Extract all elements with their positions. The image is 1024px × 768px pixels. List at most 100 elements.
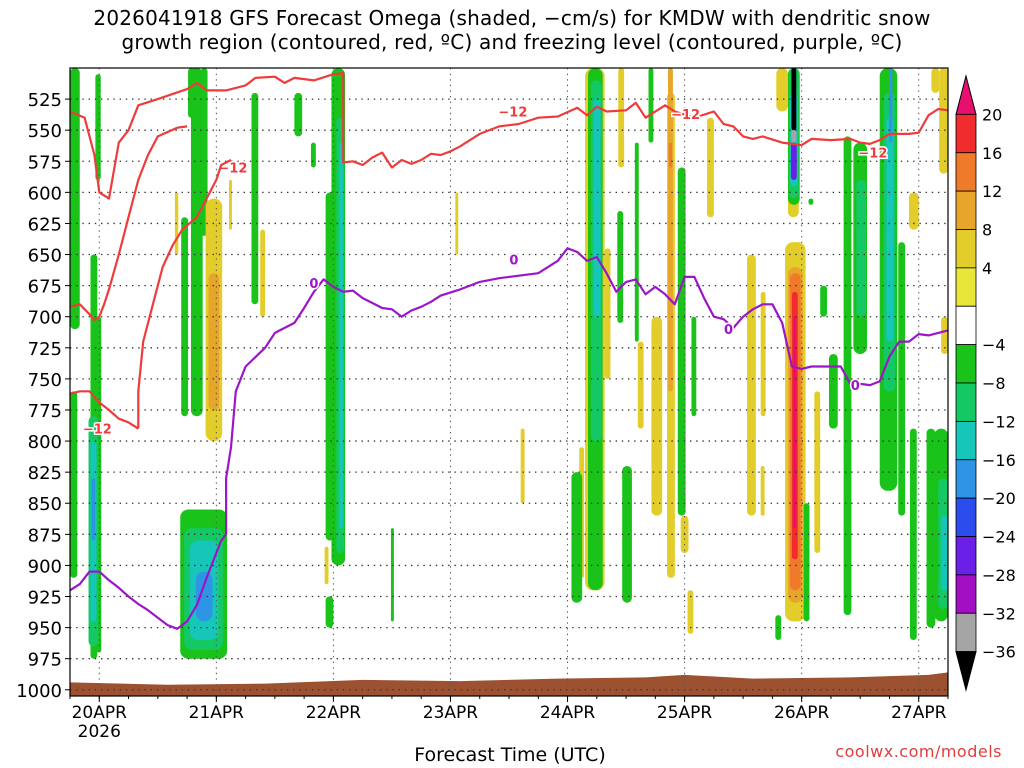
contour-label: −12 xyxy=(671,108,700,123)
y-tick-label: 875 xyxy=(28,525,62,546)
site-credit: coolwx.com/models xyxy=(835,742,1002,761)
omega-cell xyxy=(908,192,919,230)
y-tick-label: 700 xyxy=(28,308,62,329)
omega-cell xyxy=(791,68,797,131)
omega-cell xyxy=(886,117,894,342)
omega-cell xyxy=(70,68,80,330)
omega-cell xyxy=(91,478,96,541)
contour-line xyxy=(137,159,232,429)
colorbar-label: −20 xyxy=(982,489,1016,508)
contour-label: 0 xyxy=(509,254,518,269)
omega-cell xyxy=(617,211,624,323)
omega-cell xyxy=(668,142,672,168)
omega-cell xyxy=(229,179,232,230)
omega-cell xyxy=(195,571,213,622)
y-tick-label: 525 xyxy=(28,90,62,111)
omega-cell xyxy=(775,615,782,641)
y-tick-label: 750 xyxy=(28,370,62,391)
colorbar-bin xyxy=(955,113,977,154)
omega-cell xyxy=(776,68,789,112)
omega-cell xyxy=(926,428,936,628)
omega-cell xyxy=(707,117,714,218)
omega-cell xyxy=(604,248,611,379)
colorbar-bin xyxy=(955,267,977,307)
omega-cell xyxy=(803,503,810,622)
colorbar-bin xyxy=(955,420,977,461)
omega-cell xyxy=(181,217,189,417)
colorbar-label: −16 xyxy=(982,451,1016,470)
omega-cell xyxy=(843,136,852,616)
omega-cell xyxy=(325,596,334,628)
contour-label: −12 xyxy=(858,147,887,162)
omega-cell xyxy=(208,273,220,410)
y-tick-label: 575 xyxy=(28,152,62,173)
omega-cell xyxy=(200,68,208,236)
colorbar-bin xyxy=(955,305,977,346)
omega-shading xyxy=(70,68,948,659)
x-tick-label: 25APR xyxy=(657,703,713,723)
x-tick-label: 21APR xyxy=(189,703,245,723)
contour-line xyxy=(70,390,139,430)
omega-cell xyxy=(691,316,697,417)
chart-title-line1: 2026041918 GFS Forecast Omega (shaded, −… xyxy=(93,6,931,30)
omega-cell xyxy=(651,316,663,516)
colorbar-bin xyxy=(955,497,977,537)
colorbar-label: −32 xyxy=(982,604,1016,623)
contour-line xyxy=(70,71,948,200)
y-tick-label: 725 xyxy=(28,339,62,360)
contours: −12 −12 −12 −12 −12 0 0 0 0 xyxy=(70,71,948,630)
colorbar-bin xyxy=(955,459,977,499)
contour-line xyxy=(70,247,948,630)
omega-cell xyxy=(760,465,765,516)
omega-cell xyxy=(192,142,200,392)
colorbar-label: 8 xyxy=(982,221,992,240)
colorbar: 20 16 12 8 4 −4 −8 −12 −16 −20 −24 −28 −32 −36 xyxy=(955,74,1016,692)
omega-cell xyxy=(856,179,867,317)
omega-cell xyxy=(677,167,686,516)
terrain-fill xyxy=(70,672,948,696)
x-tick-label: 27APR xyxy=(891,703,947,723)
x-tick-label: 23APR xyxy=(423,703,479,723)
colorbar-label: −36 xyxy=(982,643,1016,662)
contour-label: 0 xyxy=(724,323,733,338)
omega-cell xyxy=(310,142,316,168)
colorbar-label: −12 xyxy=(982,412,1016,431)
omega-cell xyxy=(941,316,948,355)
x-tick-label: 22APR xyxy=(306,703,362,723)
y-tick-label: 550 xyxy=(28,121,62,142)
contour-label: −12 xyxy=(83,423,112,438)
omega-cell xyxy=(70,391,78,578)
omega-cell xyxy=(618,68,625,168)
colorbar-bin xyxy=(955,536,977,576)
omega-cell xyxy=(939,68,948,174)
colorbar-bin xyxy=(955,344,977,384)
colorbar-label: 20 xyxy=(982,105,1002,124)
colorbar-label: −4 xyxy=(982,336,1006,355)
colorbar-bin xyxy=(955,574,977,614)
y-tick-label: 975 xyxy=(28,650,62,671)
colorbar-label: −24 xyxy=(982,528,1016,547)
colorbar-label: 4 xyxy=(982,259,992,278)
omega-cell xyxy=(634,142,639,342)
omega-cell xyxy=(390,528,394,622)
y-tick-label: 850 xyxy=(28,494,62,515)
omega-cell xyxy=(520,428,525,504)
omega-cell xyxy=(648,68,654,143)
x-tick-label: 26APR xyxy=(774,703,830,723)
x-axis-label: Forecast Time (UTC) xyxy=(414,744,606,766)
y-tick-label: 950 xyxy=(28,619,62,640)
colorbar-bin xyxy=(955,229,977,269)
omega-cell xyxy=(260,229,266,317)
y-tick-label: 600 xyxy=(28,183,62,204)
omega-cell xyxy=(888,68,893,143)
omega-cell xyxy=(294,92,303,137)
y-tick-label: 625 xyxy=(28,214,62,235)
y-tick-label: 900 xyxy=(28,556,62,577)
omega-cell xyxy=(687,590,694,634)
omega-cell xyxy=(828,354,838,429)
colorbar-bin xyxy=(955,152,977,192)
chart-title: 2026041918 GFS Forecast Omega (shaded, −… xyxy=(0,6,1024,54)
contour-label: −12 xyxy=(218,161,247,176)
contour-label: 0 xyxy=(309,277,318,292)
